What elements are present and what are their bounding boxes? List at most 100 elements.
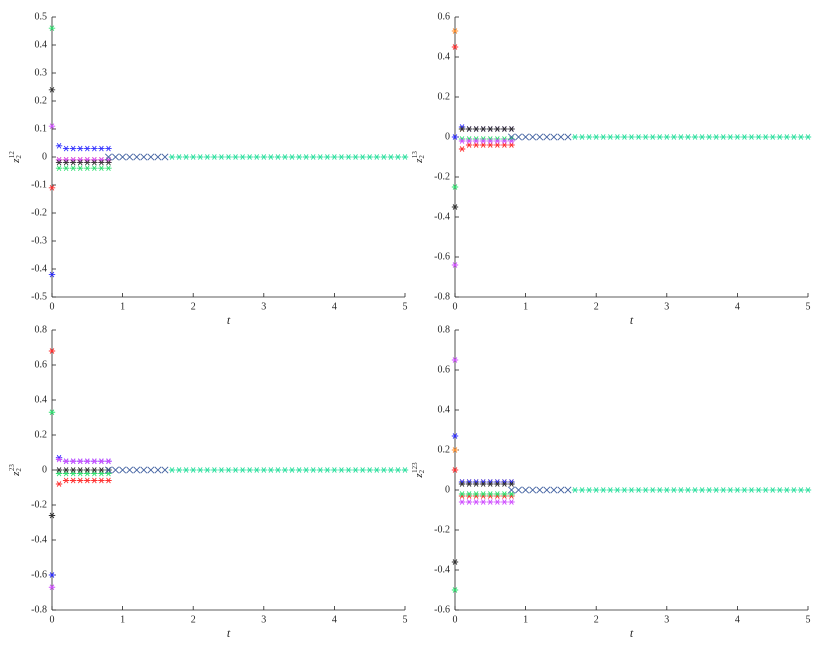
marker bbox=[684, 487, 692, 493]
marker bbox=[239, 154, 246, 160]
marker bbox=[458, 126, 466, 132]
y-label-base: z bbox=[413, 473, 425, 479]
marker bbox=[288, 154, 296, 160]
marker bbox=[239, 467, 246, 473]
marker bbox=[119, 153, 127, 161]
marker bbox=[168, 467, 176, 473]
marker bbox=[260, 154, 267, 160]
marker bbox=[366, 467, 373, 473]
x-tick-label: 0 bbox=[50, 614, 55, 625]
marker bbox=[494, 126, 501, 132]
marker bbox=[295, 154, 303, 160]
y-tick-label: -0.6 bbox=[434, 251, 450, 262]
marker bbox=[161, 153, 169, 161]
marker bbox=[472, 481, 480, 487]
marker bbox=[380, 467, 388, 473]
marker bbox=[302, 467, 310, 473]
marker bbox=[741, 134, 748, 140]
marker bbox=[691, 487, 699, 493]
y-tick-label: 0.8 bbox=[35, 324, 48, 335]
x-tick-label: 1 bbox=[120, 614, 125, 625]
marker bbox=[225, 467, 232, 473]
y-label-sup: 12 bbox=[8, 151, 16, 159]
y-tick-label: 0.4 bbox=[438, 404, 451, 415]
marker bbox=[621, 487, 628, 493]
marker bbox=[387, 154, 395, 160]
marker bbox=[69, 159, 77, 166]
marker bbox=[529, 133, 537, 141]
y-axis-label: z213 bbox=[411, 151, 426, 164]
y-tick-label: -0.2 bbox=[434, 524, 450, 535]
marker bbox=[98, 156, 105, 163]
marker bbox=[487, 491, 494, 497]
marker bbox=[359, 154, 366, 160]
x-axis-label: t bbox=[227, 313, 231, 327]
marker bbox=[84, 477, 91, 484]
marker bbox=[91, 470, 98, 477]
marker bbox=[783, 487, 791, 493]
marker bbox=[663, 134, 670, 140]
marker bbox=[91, 145, 98, 152]
marker bbox=[550, 486, 558, 494]
marker bbox=[508, 499, 515, 505]
x-tick-label: 5 bbox=[806, 301, 811, 312]
x-tick-label: 0 bbox=[453, 301, 458, 312]
marker bbox=[105, 477, 112, 484]
marker bbox=[543, 133, 551, 141]
marker bbox=[698, 134, 706, 140]
marker bbox=[515, 133, 523, 141]
marker bbox=[557, 133, 565, 141]
marker bbox=[190, 154, 197, 160]
marker bbox=[48, 512, 56, 519]
marker bbox=[91, 458, 98, 465]
marker bbox=[451, 204, 459, 210]
marker bbox=[635, 487, 642, 493]
marker bbox=[140, 153, 148, 161]
x-axis-label: t bbox=[227, 626, 231, 640]
marker bbox=[451, 28, 459, 34]
marker bbox=[508, 142, 515, 148]
y-tick-label: -0.8 bbox=[434, 291, 450, 302]
y-label-sub: 2 bbox=[15, 468, 23, 472]
marker bbox=[324, 467, 331, 473]
marker bbox=[77, 159, 84, 166]
marker bbox=[98, 165, 105, 172]
marker bbox=[755, 134, 762, 140]
marker bbox=[557, 486, 565, 494]
y-tick-label: 0.4 bbox=[35, 394, 48, 405]
marker bbox=[98, 458, 105, 465]
marker bbox=[458, 138, 466, 144]
marker bbox=[84, 165, 91, 172]
marker bbox=[98, 145, 105, 152]
marker bbox=[508, 491, 515, 497]
x-tick-label: 4 bbox=[735, 301, 740, 312]
marker bbox=[211, 154, 218, 160]
y-label-sub: 2 bbox=[418, 155, 426, 159]
marker bbox=[458, 491, 466, 497]
y-tick-label: -0.4 bbox=[434, 211, 450, 222]
marker bbox=[480, 499, 487, 505]
marker bbox=[175, 154, 183, 160]
marker bbox=[126, 466, 134, 474]
marker bbox=[77, 165, 84, 172]
marker bbox=[62, 159, 70, 166]
marker bbox=[62, 145, 70, 152]
marker bbox=[593, 487, 600, 493]
marker bbox=[783, 134, 791, 140]
marker bbox=[487, 499, 494, 505]
marker bbox=[508, 138, 515, 144]
marker bbox=[267, 154, 275, 160]
marker bbox=[161, 466, 169, 474]
marker bbox=[77, 458, 84, 465]
marker bbox=[218, 154, 225, 160]
marker bbox=[727, 487, 734, 493]
marker bbox=[338, 154, 345, 160]
marker bbox=[204, 154, 211, 160]
y-tick-label: 0.2 bbox=[438, 91, 451, 102]
y-tick-label: -0.4 bbox=[31, 263, 47, 274]
marker bbox=[451, 134, 459, 140]
marker bbox=[755, 487, 762, 493]
marker bbox=[190, 467, 197, 473]
